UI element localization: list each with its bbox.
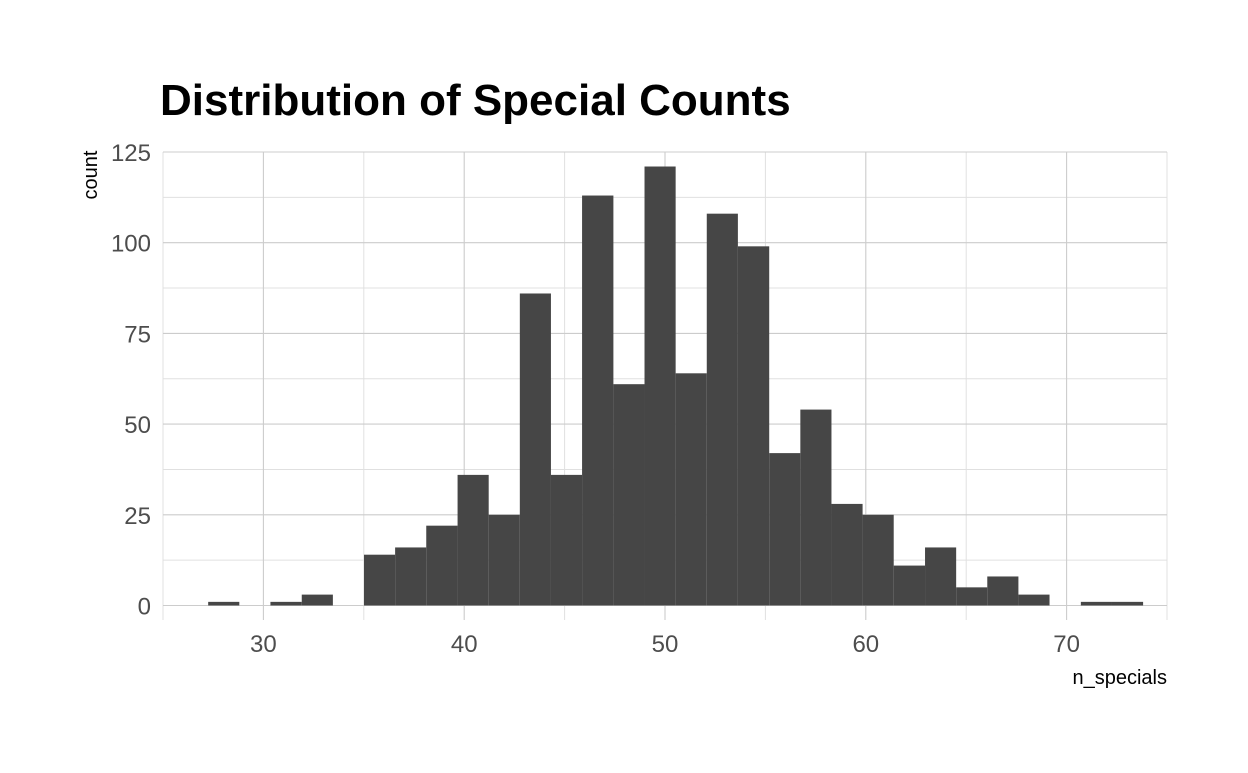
histogram-bar [457, 474, 489, 606]
histogram-bar [1018, 594, 1050, 606]
histogram-bars [208, 166, 1144, 606]
histogram-bar [1111, 601, 1144, 606]
histogram-bar [208, 601, 240, 606]
y-tick-label: 125 [111, 140, 151, 167]
histogram-bar [800, 409, 832, 606]
histogram-bar [956, 587, 988, 606]
x-tick-label: 60 [852, 631, 879, 658]
y-tick-label: 0 [138, 593, 151, 620]
histogram-bar [675, 373, 707, 606]
y-tick-label: 50 [124, 412, 151, 439]
y-tick-label: 100 [111, 231, 151, 258]
x-axis-title: n_specials [1072, 667, 1167, 689]
histogram-bar [862, 514, 894, 606]
histogram-bar [550, 474, 583, 606]
histogram-bar [364, 554, 396, 606]
histogram-bar [270, 601, 302, 606]
y-tick-label: 75 [124, 321, 151, 348]
histogram-bar [769, 453, 801, 606]
histogram-bar [426, 525, 458, 606]
histogram-bar [519, 293, 551, 606]
tick-labels: 30 40 50 60 70 0 25 50 75 100 125 [111, 140, 1080, 658]
histogram-bar [582, 195, 614, 606]
histogram-bar [301, 594, 333, 606]
histogram-bar [395, 547, 427, 606]
histogram-bar [613, 384, 645, 606]
histogram-bar [893, 565, 926, 606]
histogram-bar [488, 514, 520, 606]
x-tick-label: 30 [250, 631, 277, 658]
y-axis-title: count [80, 150, 102, 199]
y-tick-label: 25 [124, 503, 151, 530]
chart-title: Distribution of Special Counts [160, 76, 791, 125]
histogram-bar [737, 246, 770, 606]
x-tick-label: 50 [652, 631, 679, 658]
x-tick-label: 70 [1053, 631, 1080, 658]
histogram-bar [1080, 601, 1112, 606]
histogram-bar [831, 503, 863, 606]
histogram-bar [706, 213, 738, 606]
histogram-bar [644, 166, 676, 606]
x-tick-label: 40 [451, 631, 478, 658]
histogram-bar [925, 547, 957, 606]
histogram-bar [987, 576, 1019, 606]
